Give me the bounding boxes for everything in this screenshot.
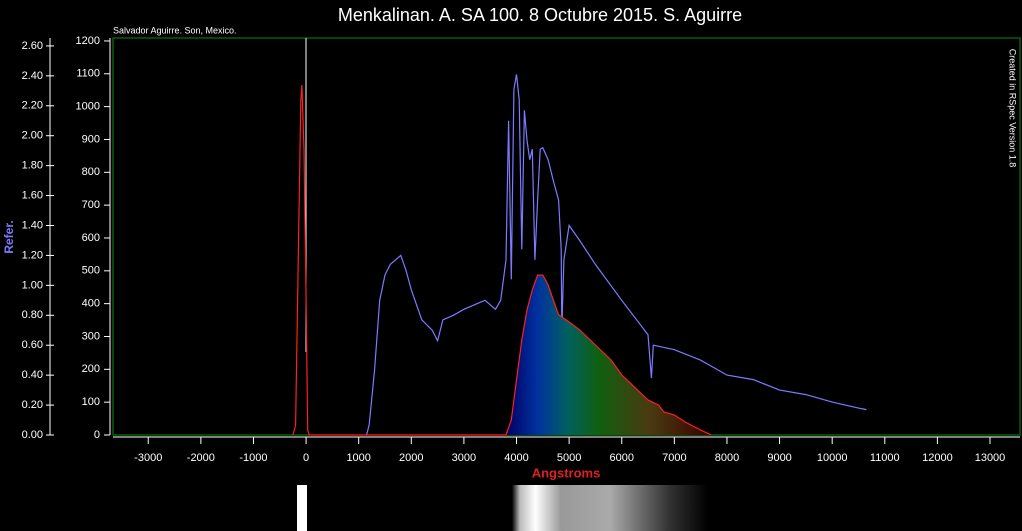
y-tick-label: 300 [82,330,100,342]
y2-tick-label: 0.80 [22,309,43,321]
y2-tick-label: 2.40 [22,70,43,82]
x-axis-label: Angstroms [532,465,601,480]
y-tick-label: 100 [82,396,100,408]
x-tick-label: 2000 [399,452,423,464]
y-tick-label: 800 [82,166,100,178]
x-tick-label: 6000 [609,452,633,464]
y2-tick-label: 1.00 [22,279,43,291]
x-tick-label: 7000 [662,452,686,464]
y2-tick-label: 1.60 [22,189,43,201]
x-tick-label: 10000 [817,452,848,464]
y2-tick-label: 2.00 [22,130,43,142]
spectrum-line [292,84,712,436]
x-tick-label: 3000 [452,452,476,464]
x-tick-label: 12000 [922,452,953,464]
spectrum-line [366,74,867,436]
y2-axis-label: Refer. [2,220,16,253]
y-tick-label: 1200 [76,35,100,47]
x-tick-label: -1000 [239,452,267,464]
y2-tick-label: 1.80 [22,160,43,172]
subtitle: Salvador Aguirre. Son, Mexico. [113,25,237,35]
chart-title: Menkalinan. A. SA 100. 8 Octubre 2015. S… [338,5,742,25]
y-tick-label: 1000 [76,101,100,113]
y2-tick-label: 2.60 [22,40,43,52]
y2-tick-label: 2.20 [22,100,43,112]
y2-tick-label: 1.20 [22,249,43,261]
zero-order-strip [297,485,307,531]
x-tick-label: -3000 [134,452,162,464]
x-tick-label: 5000 [557,452,581,464]
y-tick-label: 600 [82,232,100,244]
y2-tick-label: 0.40 [22,369,43,381]
y-tick-label: 200 [82,363,100,375]
x-tick-label: 4000 [504,452,528,464]
annotation: Created in RSpec Version 1.8 [1008,49,1018,168]
y2-tick-label: 0.20 [22,399,43,411]
y-tick-label: 500 [82,265,100,277]
y-tick-label: 400 [82,298,100,310]
y2-tick-label: 1.40 [22,219,43,231]
x-tick-label: 13000 [975,452,1006,464]
spectrum-fill [505,275,712,435]
y-tick-label: 0 [94,429,100,441]
y-tick-label: 900 [82,133,100,145]
x-tick-label: 11000 [870,452,900,464]
y-tick-label: 1100 [76,68,100,80]
spectrum-strip [512,485,708,531]
y-tick-label: 700 [82,199,100,211]
x-tick-label: -2000 [187,452,215,464]
x-tick-label: 8000 [715,452,739,464]
x-tick-label: 1000 [346,452,370,464]
x-tick-label: 0 [303,452,309,464]
y2-tick-label: 0.00 [22,429,43,441]
x-tick-label: 9000 [767,452,791,464]
y2-tick-label: 0.60 [22,339,43,351]
